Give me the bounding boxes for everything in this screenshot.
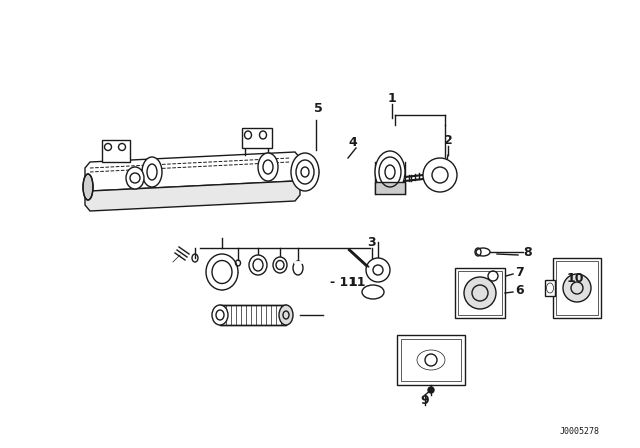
Bar: [102, 140, 130, 162]
Polygon shape: [85, 175, 300, 211]
Circle shape: [563, 274, 591, 302]
Text: 3: 3: [368, 236, 376, 249]
Bar: [545, 280, 555, 296]
Ellipse shape: [273, 257, 287, 273]
Ellipse shape: [126, 167, 144, 189]
Polygon shape: [85, 152, 300, 191]
Ellipse shape: [249, 255, 267, 275]
Ellipse shape: [212, 305, 228, 325]
Circle shape: [366, 258, 390, 282]
Circle shape: [423, 158, 457, 192]
Ellipse shape: [375, 151, 405, 193]
Bar: [242, 128, 272, 148]
Bar: [556, 261, 598, 315]
Text: 2: 2: [444, 134, 452, 146]
Ellipse shape: [142, 157, 162, 187]
Ellipse shape: [476, 248, 490, 256]
Ellipse shape: [279, 305, 293, 325]
Circle shape: [464, 277, 496, 309]
Bar: [401, 339, 461, 381]
Ellipse shape: [258, 153, 278, 181]
Bar: [220, 305, 286, 325]
Bar: [375, 182, 405, 194]
Bar: [397, 335, 465, 385]
Text: 5: 5: [314, 102, 323, 115]
Ellipse shape: [206, 254, 238, 290]
Text: 9: 9: [420, 393, 429, 406]
Text: 8: 8: [524, 246, 532, 259]
Circle shape: [428, 387, 434, 393]
Ellipse shape: [83, 174, 93, 200]
Ellipse shape: [291, 153, 319, 191]
Text: 10: 10: [566, 271, 584, 284]
Text: 4: 4: [349, 135, 357, 148]
Text: 6: 6: [516, 284, 524, 297]
Ellipse shape: [362, 285, 384, 299]
Bar: [553, 258, 601, 318]
Text: - 11: - 11: [330, 276, 357, 289]
Text: 11: 11: [348, 276, 365, 289]
Bar: [458, 271, 502, 315]
Text: 7: 7: [516, 266, 524, 279]
Text: J0005278: J0005278: [560, 427, 600, 436]
Text: 1: 1: [388, 91, 396, 104]
Bar: [455, 268, 505, 318]
